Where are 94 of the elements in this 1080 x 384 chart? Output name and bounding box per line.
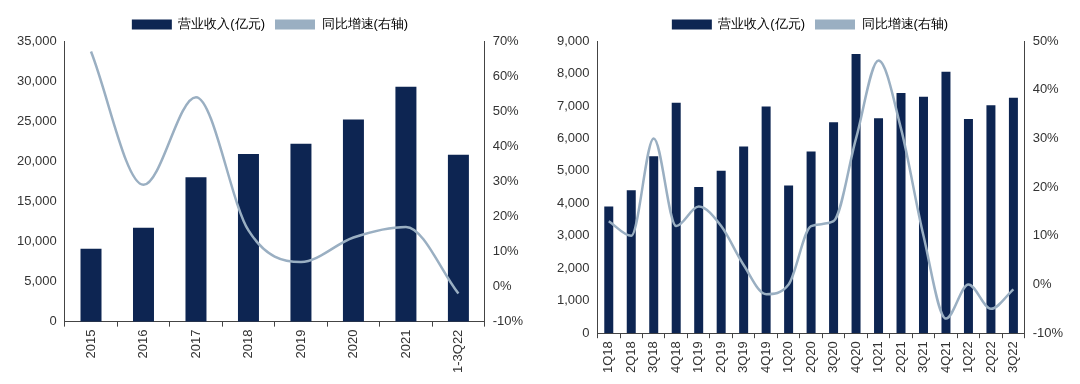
y-tick-label: 30,000 [17, 72, 57, 88]
bar [829, 122, 839, 334]
y2-tick-label: 20% [1032, 178, 1060, 194]
y2-tick-label: 0% [1032, 276, 1052, 292]
y-tick-label: 0 [582, 324, 590, 340]
legend-label: 营业收入(亿元) [178, 16, 266, 32]
x-tick-label: 2015 [82, 329, 98, 359]
bar [941, 71, 951, 334]
bar [806, 151, 816, 334]
x-tick-label: 2017 [187, 329, 203, 359]
line-series [89, 50, 460, 295]
y-tick-label: 8,000 [556, 65, 590, 81]
bar [342, 119, 364, 322]
x-tick-label: 1Q19 [690, 341, 706, 374]
y-tick-label: 5,000 [556, 162, 590, 178]
x-tick-label: 2Q22 [982, 341, 998, 374]
bar [671, 102, 681, 334]
bar [739, 146, 749, 334]
bar [716, 170, 726, 334]
bar [395, 86, 417, 322]
x-tick-label: 4Q20 [847, 341, 863, 374]
x-tick-label: 3Q21 [915, 341, 931, 374]
x-tick-label: 4Q21 [937, 341, 953, 374]
y-tick-label: 10,000 [17, 233, 57, 249]
y2-tick-label: 30% [492, 172, 520, 188]
bar [604, 206, 614, 334]
x-tick-label: 1Q22 [960, 341, 976, 374]
bar [919, 96, 928, 334]
legend-label: 同比增速(右轴) [321, 16, 409, 32]
x-tick-label: 4Q18 [667, 341, 683, 374]
bar [626, 190, 636, 334]
x-tick-label: 3Q18 [645, 341, 661, 374]
x-tick-label: 2021 [397, 329, 413, 359]
x-tick-label: 2Q21 [892, 341, 908, 374]
bar [694, 187, 704, 334]
y-tick-label: 2,000 [556, 259, 590, 275]
y-tick-label: 35,000 [17, 32, 57, 48]
y2-tick-label: 50% [492, 102, 520, 118]
y-tick-label: 25,000 [17, 112, 57, 128]
bar [649, 156, 659, 334]
y2-tick-label: 10% [492, 243, 520, 259]
y-tick-label: 20,000 [17, 152, 57, 168]
y-tick-label: 9,000 [556, 32, 590, 48]
y-tick-label: 5,000 [24, 273, 57, 289]
bar [963, 118, 973, 334]
bar [132, 227, 154, 322]
x-tick-label: 2Q19 [712, 341, 728, 374]
y-tick-label: 1,000 [556, 292, 590, 308]
x-tick-label: 1Q20 [780, 341, 796, 374]
y-tick-label: 4,000 [556, 194, 590, 210]
bar [896, 92, 906, 334]
x-tick-label: 2Q20 [802, 341, 818, 374]
y-tick-label: 6,000 [556, 129, 590, 145]
bar [986, 105, 996, 334]
x-tick-label: 2020 [345, 329, 361, 359]
y-tick-label: 3,000 [556, 227, 590, 243]
y-tick-label: 7,000 [556, 97, 590, 113]
y2-tick-label: -10% [1032, 324, 1064, 340]
y2-tick-label: -10% [492, 313, 524, 329]
bar [1008, 97, 1018, 334]
x-tick-label: 1Q21 [870, 341, 886, 374]
bar [290, 143, 312, 322]
y2-tick-label: 70% [492, 32, 520, 48]
line-series [607, 59, 1015, 320]
y-tick-label: 0 [49, 313, 57, 329]
bar [851, 53, 861, 334]
x-tick-label: 4Q19 [757, 341, 773, 374]
x-tick-label: 1Q18 [600, 341, 616, 374]
bar [185, 177, 207, 322]
bar [784, 185, 794, 334]
legend-label: 同比增速(右轴) [861, 16, 949, 32]
y2-tick-label: 50% [1032, 32, 1060, 48]
legend-label: 营业收入(亿元) [718, 16, 806, 32]
bar [874, 118, 884, 334]
bar [761, 106, 771, 334]
x-tick-label: 3Q22 [1004, 341, 1020, 374]
y-tick-label: 15,000 [17, 192, 57, 208]
x-tick-label: 3Q19 [735, 341, 751, 374]
y2-tick-label: 10% [1032, 227, 1060, 243]
x-tick-label: 2018 [240, 329, 256, 359]
x-tick-label: 2016 [135, 329, 151, 359]
y2-tick-label: 60% [492, 67, 520, 83]
bar [80, 248, 102, 322]
y2-tick-label: 40% [1032, 81, 1060, 97]
y2-tick-label: 40% [492, 137, 520, 153]
x-tick-label: 2019 [292, 329, 308, 359]
bar [447, 154, 469, 322]
y2-tick-label: 30% [1032, 129, 1060, 145]
x-tick-label: 3Q20 [825, 341, 841, 374]
bar [237, 154, 259, 322]
x-tick-label: 2Q18 [622, 341, 638, 374]
y2-tick-label: 0% [492, 278, 512, 294]
y2-tick-label: 20% [492, 207, 520, 223]
x-tick-label: 1-3Q22 [449, 329, 465, 374]
